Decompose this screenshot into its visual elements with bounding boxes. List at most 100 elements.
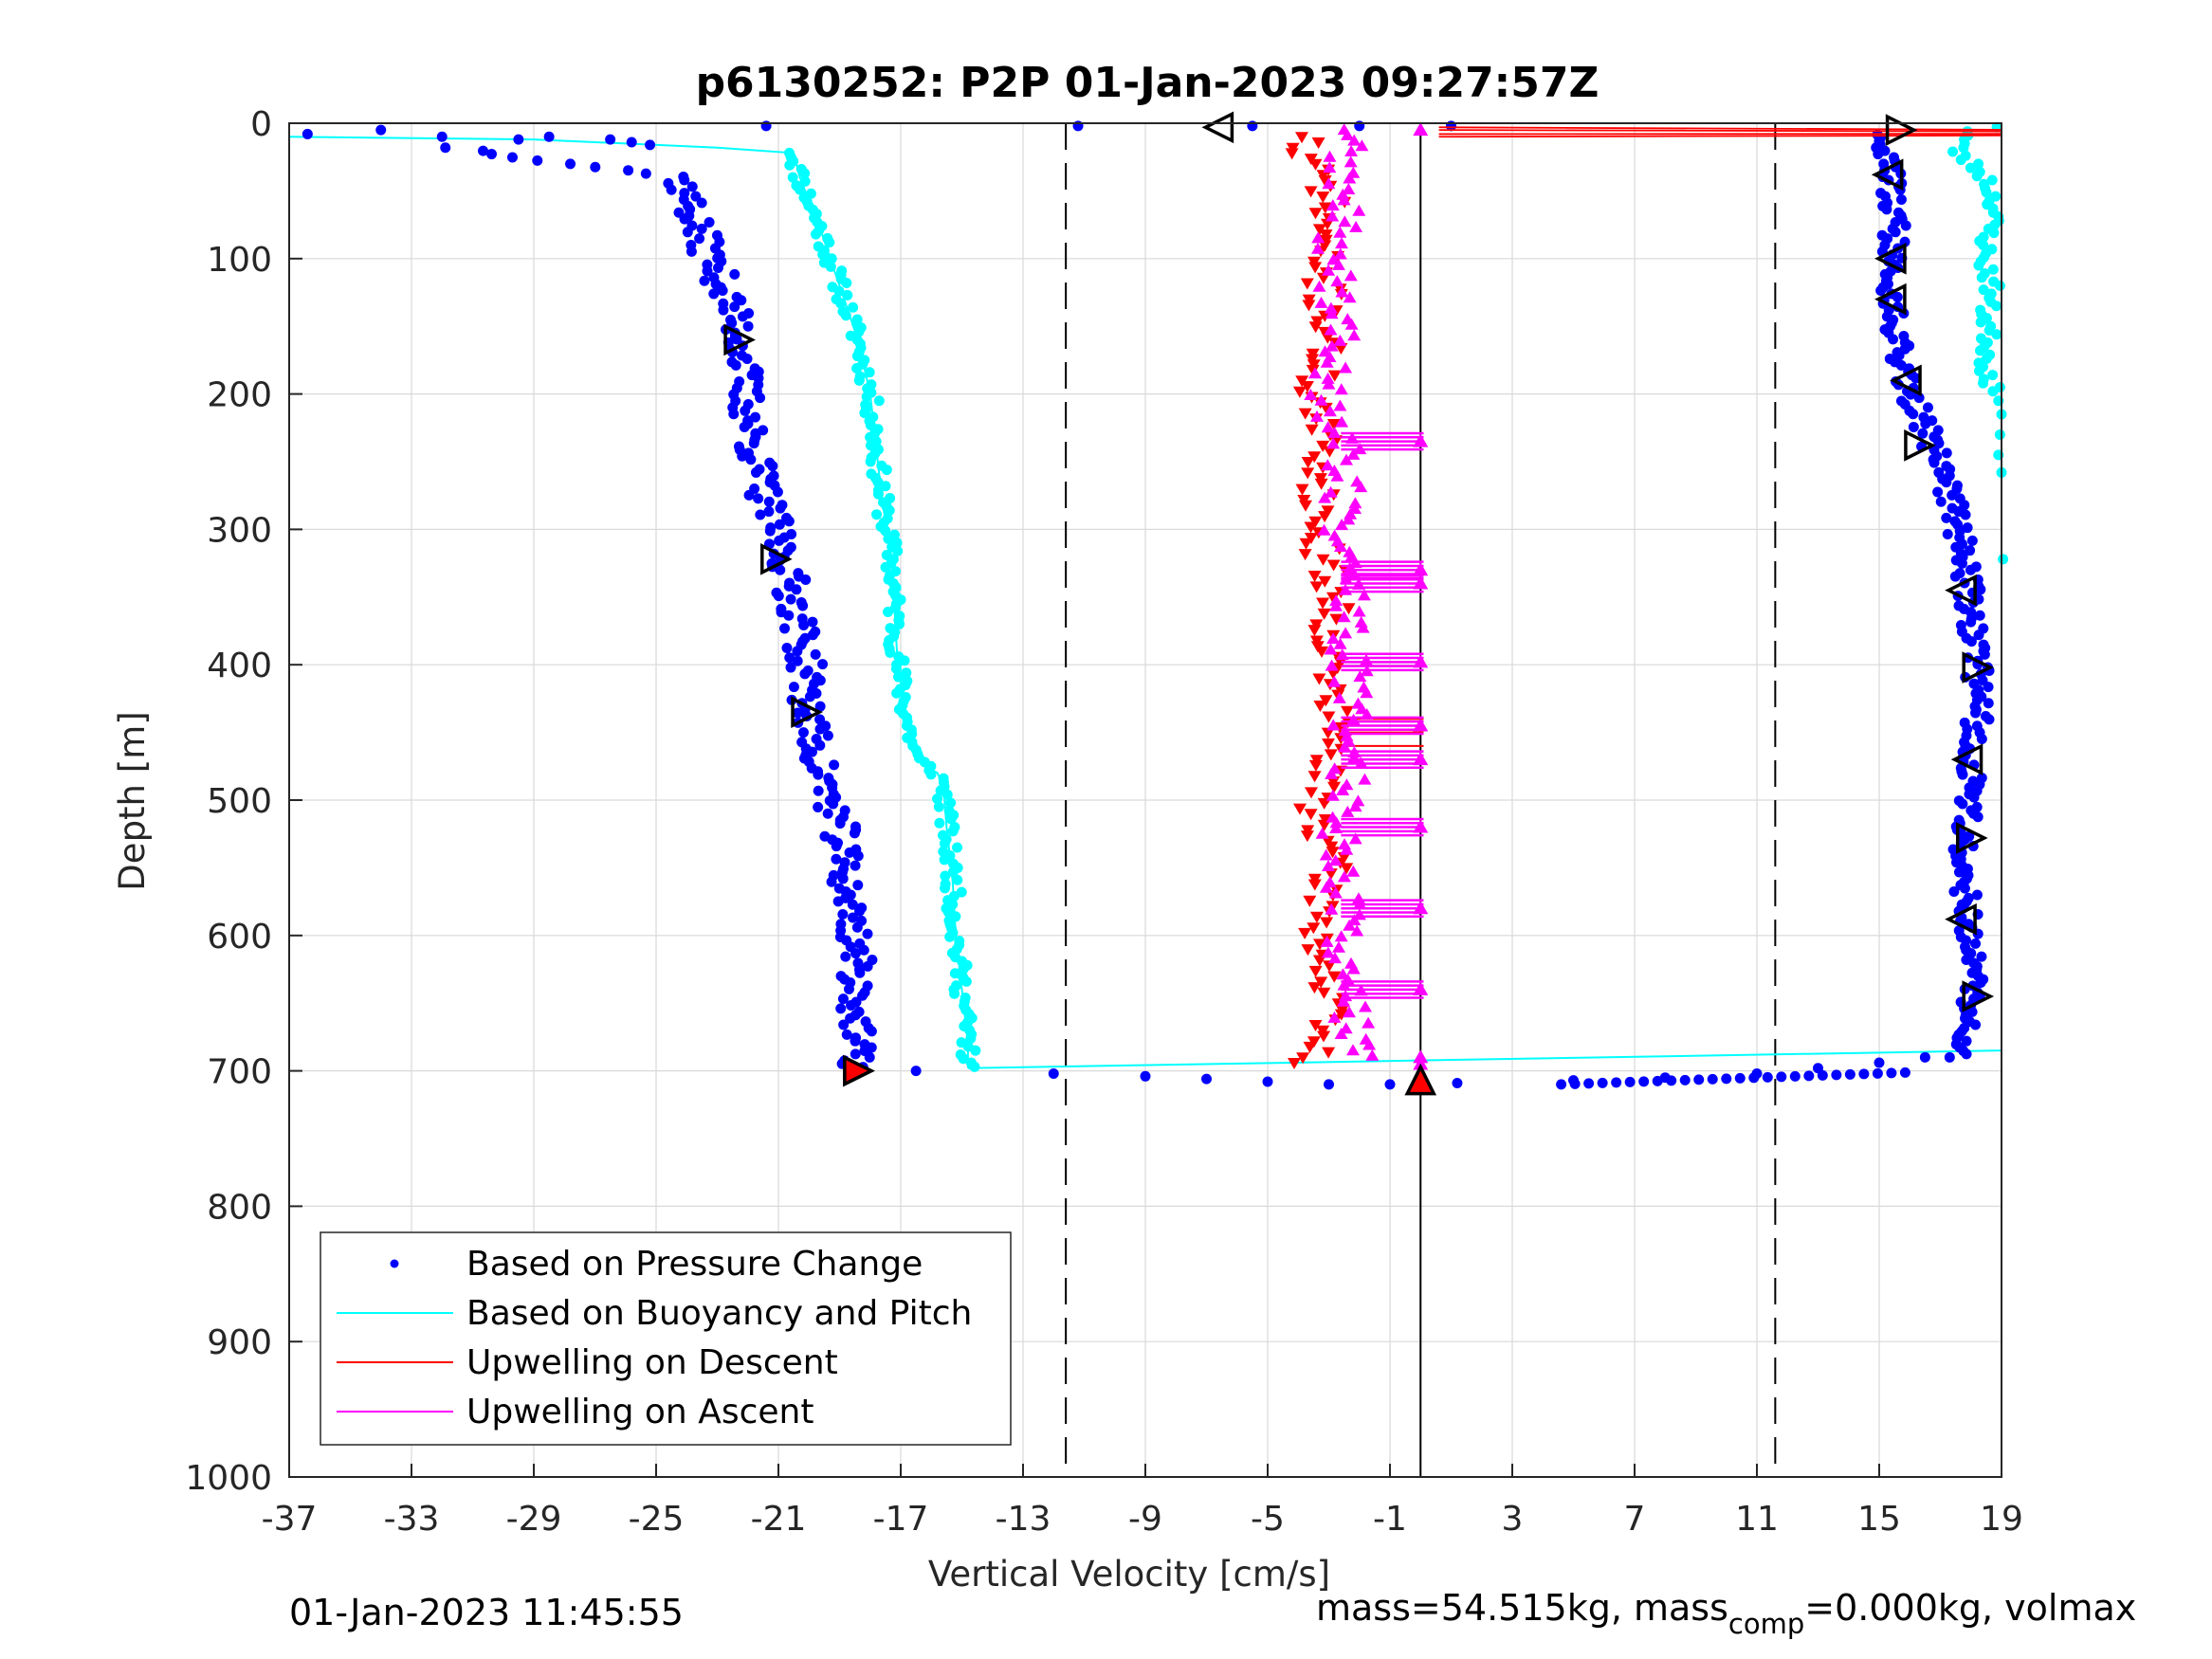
- pressure-point: [666, 184, 677, 195]
- ascent-upwelling-point: [1320, 935, 1334, 947]
- descent-upwelling-point: [1318, 575, 1332, 588]
- pressure-point: [835, 1003, 847, 1014]
- pressure-point: [1955, 620, 1966, 631]
- descent-upwelling-point: [1311, 137, 1325, 149]
- buoyancy-point: [952, 842, 963, 853]
- pressure-point: [1954, 568, 1965, 579]
- footer-mass-sub: comp: [1728, 1608, 1804, 1640]
- descent-upwelling-point: [1303, 895, 1317, 907]
- buoyancy-point: [859, 408, 870, 419]
- pressure-point: [764, 525, 776, 537]
- pressure-point: [1140, 1070, 1151, 1082]
- pressure-point: [767, 461, 778, 472]
- pressure-point: [730, 359, 741, 371]
- pressure-point: [857, 990, 868, 1001]
- y-tick-label: 700: [207, 1053, 272, 1092]
- pressure-point: [605, 134, 616, 145]
- pressure-point: [797, 727, 809, 738]
- ascent-upwelling-point: [1413, 122, 1429, 137]
- descent-upwelling-point: [1317, 797, 1331, 810]
- pressure-point: [775, 564, 786, 575]
- ascent-upwelling-point: [1334, 383, 1348, 395]
- buoyancy-point: [1981, 187, 1992, 198]
- buoyancy-point: [1965, 162, 1976, 173]
- ascent-upwelling-point: [1328, 854, 1343, 866]
- ascent-upwelling-point: [1320, 356, 1334, 368]
- ascent-upwelling-point: [1321, 421, 1335, 433]
- pressure-point: [750, 466, 761, 478]
- pressure-point: [1965, 545, 1976, 556]
- buoyancy-point: [1981, 353, 1992, 364]
- pressure-point: [807, 616, 818, 628]
- pressure-point: [1895, 395, 1907, 407]
- buoyancy-point: [864, 367, 875, 378]
- pressure-point: [817, 659, 829, 670]
- pressure-point: [792, 646, 803, 657]
- descent-upwelling-point: [1325, 847, 1340, 859]
- pressure-point: [1983, 698, 1994, 709]
- pressure-point: [1978, 639, 1989, 650]
- black-triangle-marker: [1945, 574, 1977, 607]
- y-tick-label: 1000: [185, 1459, 272, 1498]
- buoyancy-point: [890, 663, 902, 674]
- pressure-point: [1942, 529, 1953, 540]
- pressure-point: [1953, 925, 1965, 937]
- ascent-upwelling-point: [1326, 719, 1341, 731]
- black-triangle-marker: [1201, 111, 1234, 144]
- ascent-upwelling-point: [1336, 188, 1350, 200]
- pressure-point: [713, 263, 724, 274]
- pressure-point: [708, 288, 720, 300]
- descent-upwelling-point: [1292, 386, 1307, 398]
- pressure-point: [1611, 1077, 1622, 1088]
- buoyancy-point: [1994, 280, 2005, 291]
- black-triangle-marker: [760, 542, 793, 575]
- buoyancy-bottom-line: [967, 1049, 2002, 1069]
- pressure-point: [785, 662, 796, 673]
- legend-descent-label: Upwelling on Descent: [466, 1343, 838, 1382]
- pressure-point: [1968, 678, 1980, 689]
- pressure-point: [1597, 1077, 1608, 1088]
- pressure-point: [1913, 392, 1925, 404]
- pressure-point: [784, 652, 795, 664]
- pressure-point: [1803, 1070, 1815, 1082]
- pressure-point: [1971, 801, 1983, 812]
- ascent-upwelling-point: [1322, 860, 1335, 871]
- series-layer: [288, 120, 2009, 1090]
- ascent-upwelling-point: [1344, 155, 1358, 168]
- buoyancy-point: [851, 362, 863, 374]
- x-tick-label: -37: [262, 1500, 318, 1539]
- pressure-point: [1962, 522, 1973, 534]
- pressure-point: [1892, 207, 1904, 218]
- pressure-point: [783, 516, 795, 527]
- ascent-upwelling-point: [1348, 832, 1362, 845]
- pressure-point: [1872, 1067, 1883, 1079]
- pressure-point: [851, 921, 863, 933]
- buoyancy-point: [1973, 365, 1984, 376]
- pressure-point: [1971, 889, 1983, 901]
- pressure-point: [1324, 1079, 1334, 1090]
- buoyancy-point: [842, 289, 853, 301]
- pressure-point: [626, 137, 637, 148]
- pressure-point: [745, 454, 757, 465]
- ascent-upwelling-point: [1346, 865, 1361, 877]
- x-tick-label: -13: [996, 1500, 1051, 1539]
- pressure-point: [1048, 1067, 1059, 1079]
- ascent-upwelling-point: [1344, 145, 1359, 156]
- buoyancy-point: [1987, 264, 1999, 275]
- descent-upwelling-point: [1324, 749, 1338, 761]
- pressure-point: [783, 610, 795, 621]
- descent-upwelling-point: [1324, 868, 1338, 881]
- ascent-upwelling-point: [1333, 637, 1347, 649]
- pressure-point: [814, 701, 826, 712]
- buoyancy-point: [1955, 155, 1966, 166]
- buoyancy-point: [1947, 146, 1959, 157]
- pressure-point: [696, 223, 707, 234]
- buoyancy-point: [1987, 386, 1999, 397]
- ascent-upwelling-point: [1413, 819, 1429, 833]
- ascent-upwelling-point: [1327, 675, 1342, 687]
- buoyancy-point: [925, 769, 937, 780]
- ascent-upwelling-point: [1317, 523, 1331, 536]
- pressure-point: [858, 944, 869, 956]
- buoyancy-point: [1976, 272, 1987, 283]
- y-tick-label: 800: [207, 1188, 272, 1227]
